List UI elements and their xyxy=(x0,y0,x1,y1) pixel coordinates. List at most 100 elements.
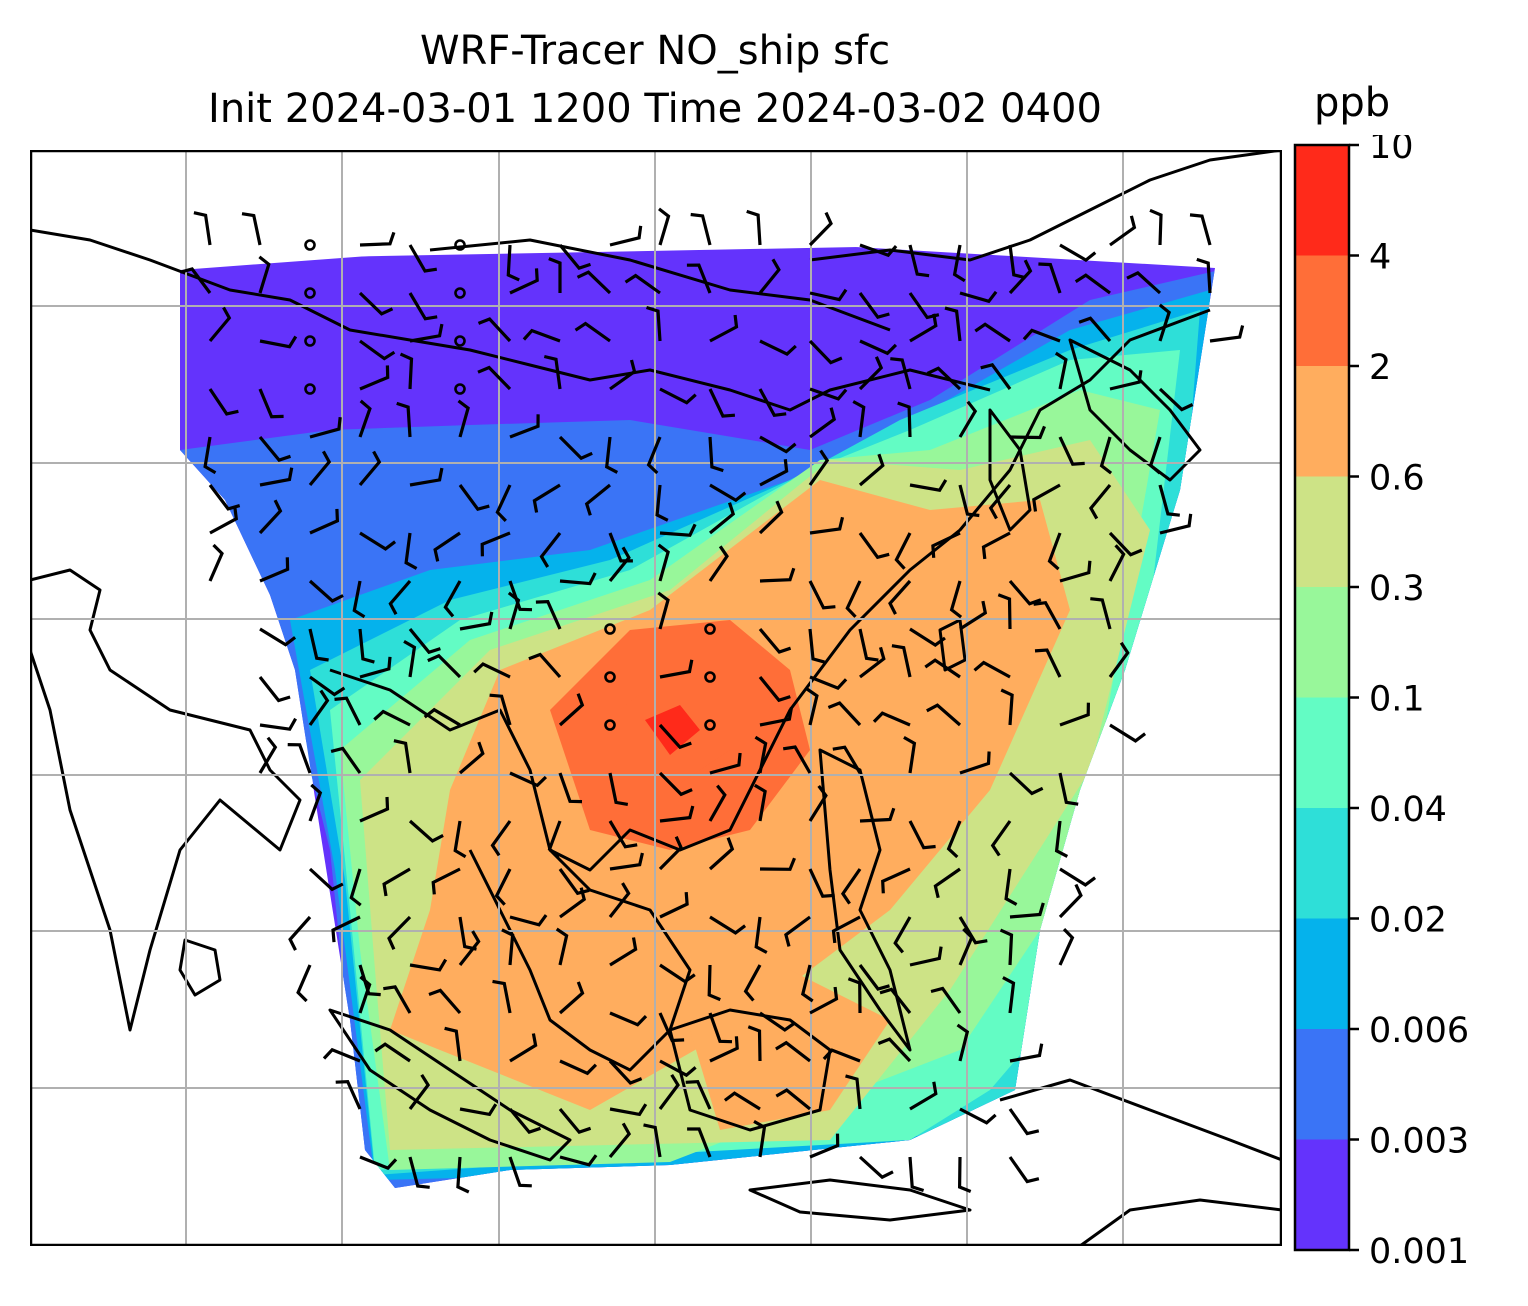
wind-barb xyxy=(659,1059,697,1078)
wind-barb xyxy=(659,659,694,679)
wind-barb xyxy=(492,979,512,1014)
wind-barb xyxy=(858,292,890,320)
wind-barb xyxy=(423,707,461,727)
wind-barb xyxy=(1004,868,1018,906)
wind-barb xyxy=(897,401,912,438)
wind-barb xyxy=(604,436,619,474)
wind-barb xyxy=(404,532,418,570)
wind-barb xyxy=(659,805,695,823)
wind-barb xyxy=(203,436,217,475)
wind-barb xyxy=(559,1059,598,1076)
wind-barb xyxy=(308,867,344,892)
wind-barb xyxy=(708,502,736,535)
wind-barb xyxy=(508,580,533,612)
wind-barb xyxy=(759,707,794,727)
wind-barb xyxy=(609,1103,648,1117)
map-panel xyxy=(30,150,1282,1246)
wind-barb xyxy=(509,771,548,788)
wind-barb xyxy=(558,868,590,896)
wind-barb xyxy=(258,435,292,462)
wind-barb xyxy=(924,658,961,679)
wind-barb xyxy=(782,745,812,774)
wind-barb xyxy=(608,772,629,806)
wind-barb xyxy=(909,1081,938,1111)
wind-barb xyxy=(658,771,693,797)
wind-barb xyxy=(758,627,792,654)
wind-barb xyxy=(809,288,848,302)
wind-barb xyxy=(609,852,644,871)
wind-barb xyxy=(659,891,689,919)
wind-barb xyxy=(349,868,362,907)
border-russia xyxy=(809,150,1282,262)
wind-barb xyxy=(558,435,593,461)
wind-barb xyxy=(574,321,611,343)
wind-barb xyxy=(509,1033,538,1063)
wind-barb xyxy=(858,1155,894,1180)
wind-barb xyxy=(387,915,412,950)
wind-barb xyxy=(888,579,912,615)
wind-barb xyxy=(359,339,396,361)
coast-india xyxy=(30,568,302,1032)
wind-barb xyxy=(974,322,1011,343)
wind-barb xyxy=(608,1059,643,1085)
colorbar-tick-label: 0.02 xyxy=(1369,901,1447,941)
wind-barb xyxy=(609,225,643,247)
wind-barb xyxy=(809,516,845,535)
wind-barb xyxy=(458,741,485,775)
wind-barb xyxy=(208,388,239,416)
calm-wind-circle xyxy=(604,719,616,731)
colorbar-segment xyxy=(1295,918,1349,1030)
wind-barb xyxy=(973,660,1011,679)
calm-wind-circle xyxy=(304,239,316,251)
colorbar-segment xyxy=(1295,1139,1349,1251)
wind-barb xyxy=(952,244,966,283)
wind-barb xyxy=(480,531,511,557)
calm-wind-circle xyxy=(304,287,316,299)
wind-barb xyxy=(1047,532,1062,571)
wind-barb xyxy=(1008,1108,1040,1136)
wind-barb xyxy=(358,628,375,664)
wind-barb xyxy=(458,484,490,512)
wind-barb xyxy=(193,211,212,246)
wind-barb xyxy=(396,401,412,438)
wind-barb xyxy=(999,928,1014,966)
wind-barb xyxy=(1009,902,1045,919)
coast-borneo xyxy=(668,1008,832,1132)
wind-barb xyxy=(559,572,597,586)
wind-barb xyxy=(258,499,283,535)
coast-sumatra xyxy=(328,1008,572,1162)
wind-barb xyxy=(382,867,411,897)
wind-barb xyxy=(528,652,562,679)
wind-barb xyxy=(852,400,866,438)
wind-barb xyxy=(408,819,444,843)
wind-barb xyxy=(1009,1043,1044,1063)
wind-barb xyxy=(658,723,692,750)
wind-barb xyxy=(1159,513,1193,535)
wind-barb xyxy=(532,483,561,513)
wind-barb xyxy=(453,820,467,859)
wind-barb xyxy=(608,532,633,563)
wind-barb xyxy=(808,784,828,822)
wind-barb xyxy=(489,693,512,726)
wind-barb xyxy=(508,1156,532,1188)
coast-malay xyxy=(468,848,692,1072)
wind-barb xyxy=(1108,544,1126,582)
wind-barb xyxy=(408,244,438,273)
coast-korea xyxy=(988,408,1032,532)
colorbar-tick-label: 0.006 xyxy=(1369,1011,1469,1051)
wind-barb xyxy=(690,212,712,246)
wind-barb xyxy=(646,305,662,342)
wind-barb xyxy=(858,628,879,662)
wind-barb xyxy=(258,676,291,703)
wind-barb xyxy=(548,257,562,293)
colorbar-segment xyxy=(1295,587,1349,698)
wind-barb xyxy=(308,450,332,487)
wind-barb xyxy=(508,1107,542,1134)
wind-barb xyxy=(909,946,943,967)
wind-barb xyxy=(926,703,962,727)
wind-barb xyxy=(959,1107,997,1125)
wind-barb xyxy=(509,268,539,295)
wind-barb xyxy=(543,354,562,390)
colorbar-segment xyxy=(1295,808,1349,919)
wind-barb xyxy=(359,1155,398,1170)
